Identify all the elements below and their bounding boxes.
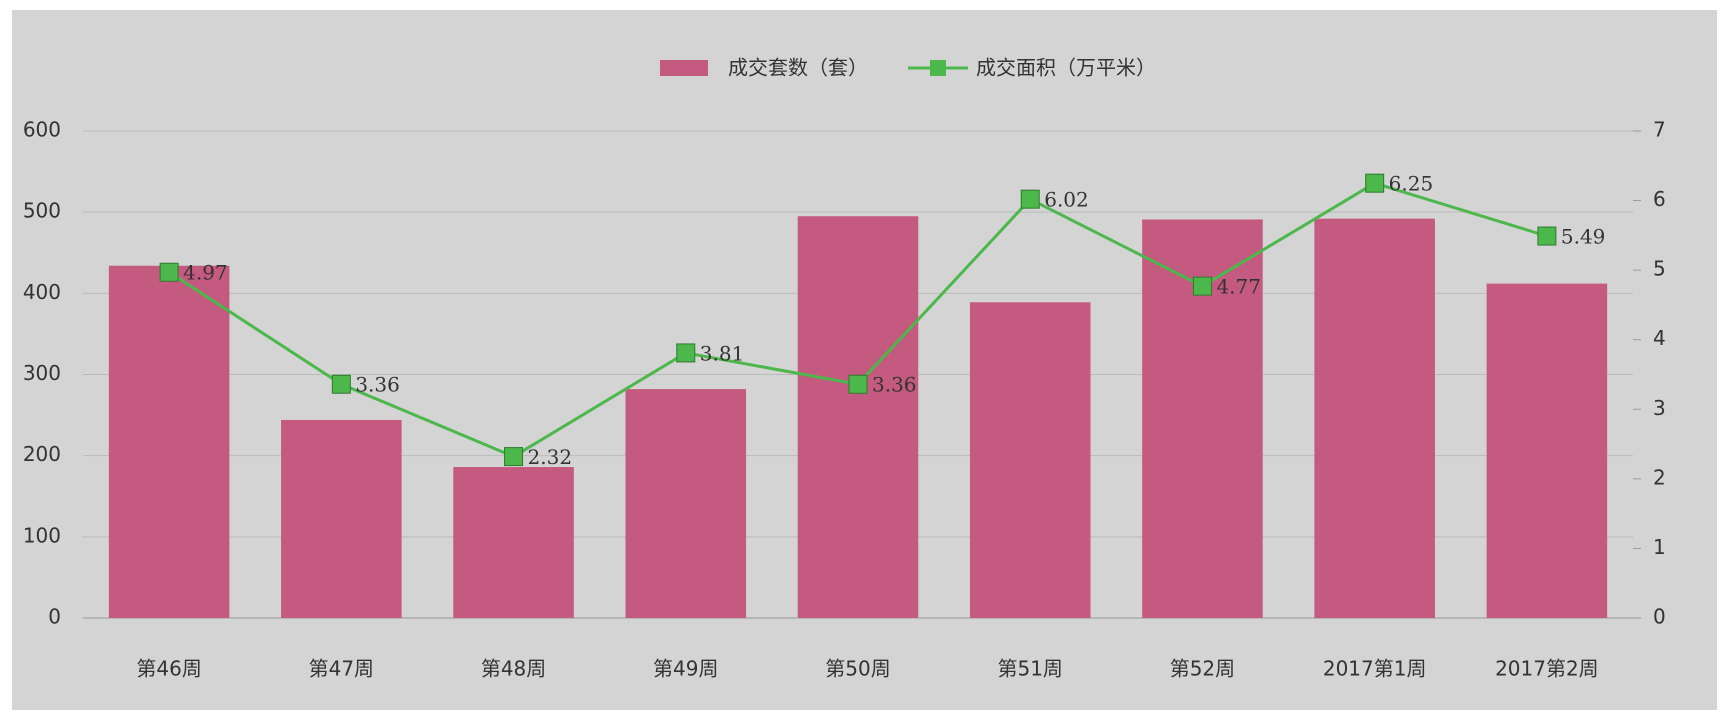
bar — [281, 419, 402, 618]
data-label: 6.25 — [1389, 172, 1434, 196]
y2-tick-label: 3 — [1653, 396, 1666, 420]
y-tick-label: 0 — [48, 605, 61, 629]
y-tick-label: 400 — [23, 280, 61, 304]
y2-tick-label: 6 — [1653, 187, 1666, 211]
bar — [108, 265, 230, 618]
y2-tick-label: 5 — [1653, 257, 1666, 281]
x-tick-label: 第51周 — [997, 657, 1062, 681]
data-label: 4.97 — [183, 261, 228, 285]
bar — [1486, 283, 1608, 618]
bar — [1314, 218, 1435, 618]
x-tick-label: 2017第2周 — [1495, 657, 1599, 681]
data-label: 2.32 — [528, 445, 573, 469]
data-label: 3.36 — [355, 373, 400, 397]
y-tick-label: 100 — [23, 523, 61, 547]
bar — [453, 467, 574, 618]
legend-label: 成交面积（万平米） — [976, 56, 1156, 80]
marker — [848, 374, 868, 394]
marker — [1192, 276, 1212, 296]
data-label: 5.49 — [1561, 225, 1606, 249]
data-label: 3.36 — [872, 373, 917, 397]
marker — [1537, 226, 1557, 246]
x-tick-label: 第48周 — [481, 657, 546, 681]
marker — [676, 343, 696, 363]
x-tick-label: 第49周 — [653, 657, 718, 681]
legend-swatch — [660, 60, 708, 76]
marker — [159, 262, 179, 282]
x-tick-label: 第47周 — [309, 657, 374, 681]
bar — [797, 216, 919, 618]
legend-label: 成交套数（套） — [728, 56, 868, 80]
y-tick-label: 200 — [23, 442, 61, 466]
data-label: 6.02 — [1044, 188, 1089, 212]
y2-tick-label: 2 — [1653, 465, 1666, 489]
bar — [969, 302, 1091, 618]
data-label: 4.77 — [1216, 275, 1261, 299]
marker — [1365, 173, 1385, 193]
y2-tick-label: 7 — [1653, 118, 1666, 142]
bar — [625, 389, 747, 618]
y-tick-label: 300 — [23, 361, 61, 385]
data-label: 3.81 — [700, 341, 745, 365]
x-tick-label: 第52周 — [1170, 657, 1235, 681]
y2-tick-label: 4 — [1653, 326, 1666, 350]
marker — [331, 374, 351, 394]
y-tick-label: 600 — [23, 118, 61, 142]
y2-tick-label: 1 — [1653, 535, 1666, 559]
x-tick-label: 2017第1周 — [1323, 657, 1427, 681]
marker — [1020, 189, 1040, 209]
marker — [504, 447, 524, 467]
x-tick-label: 第46周 — [136, 657, 201, 681]
legend-swatch — [930, 60, 946, 76]
x-tick-label: 第50周 — [825, 657, 890, 681]
y-tick-label: 500 — [23, 199, 61, 223]
y2-tick-label: 0 — [1653, 605, 1666, 629]
